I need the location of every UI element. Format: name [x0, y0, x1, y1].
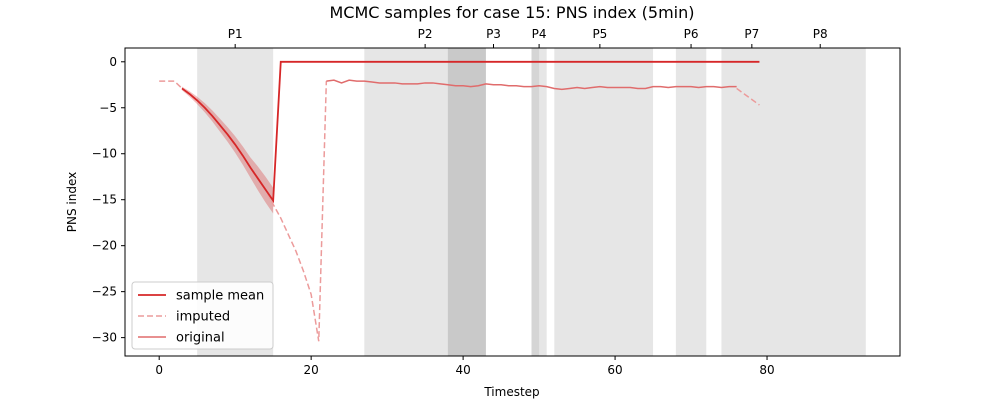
y-tick-label--15: −15 — [92, 193, 117, 207]
y-tick-label--5: −5 — [99, 101, 117, 115]
period-band-p6 — [675, 48, 707, 356]
top-label-p8: P8 — [813, 27, 828, 41]
period-band-p2 — [364, 48, 486, 356]
series-sample-mean-line — [181, 60, 760, 204]
top-label-p6: P6 — [684, 27, 699, 41]
top-label-p5: P5 — [592, 27, 607, 41]
y-axis-label: PNS index — [65, 172, 79, 232]
top-label-p2: P2 — [418, 27, 433, 41]
legend-label-imputed: imputed — [176, 310, 230, 325]
x-ticks: 0 20 40 60 80 — [155, 356, 775, 377]
legend: sample mean imputed original — [131, 281, 274, 350]
legend-box — [131, 281, 274, 350]
y-tick-label-0: 0 — [109, 55, 117, 69]
y-tick-label--20: −20 — [92, 239, 117, 253]
x-tick-label-20: 20 — [304, 363, 319, 377]
period-overlap-1 — [531, 48, 540, 356]
series-imputed-line-2 — [736, 87, 760, 106]
x-tick-label-40: 40 — [455, 363, 470, 377]
period-band-p5 — [554, 48, 654, 356]
series-original-line — [326, 79, 737, 91]
chart-title: MCMC samples for case 15: PNS index (5mi… — [330, 3, 695, 22]
top-label-p4: P4 — [532, 27, 547, 41]
y-ticks: 0 −5 −10 −15 −20 −25 −30 — [92, 55, 125, 345]
legend-label-original: original — [176, 331, 225, 346]
period-overlap-0 — [447, 48, 486, 356]
plot-frame — [124, 47, 901, 357]
top-label-p1: P1 — [228, 27, 243, 41]
period-band-p8 — [782, 48, 866, 356]
legend-label-sample-mean: sample mean — [176, 289, 264, 304]
top-label-p3: P3 — [486, 27, 501, 41]
y-tick-label--30: −30 — [92, 331, 117, 345]
period-band-p4 — [531, 48, 547, 356]
period-band-p7 — [721, 48, 783, 356]
period-band-p3 — [447, 48, 486, 356]
x-tick-label-80: 80 — [759, 363, 774, 377]
x-tick-label-60: 60 — [607, 363, 622, 377]
period-top-labels: P1 P2 P3 P4 P5 P6 P7 P8 — [228, 27, 828, 48]
top-label-p7: P7 — [744, 27, 759, 41]
x-tick-label-0: 0 — [155, 363, 163, 377]
y-tick-label--25: −25 — [92, 285, 117, 299]
x-axis-label: Timestep — [483, 385, 539, 399]
series-layer — [159, 60, 760, 342]
period-shading-layer — [197, 48, 866, 356]
y-tick-label--10: −10 — [92, 147, 117, 161]
